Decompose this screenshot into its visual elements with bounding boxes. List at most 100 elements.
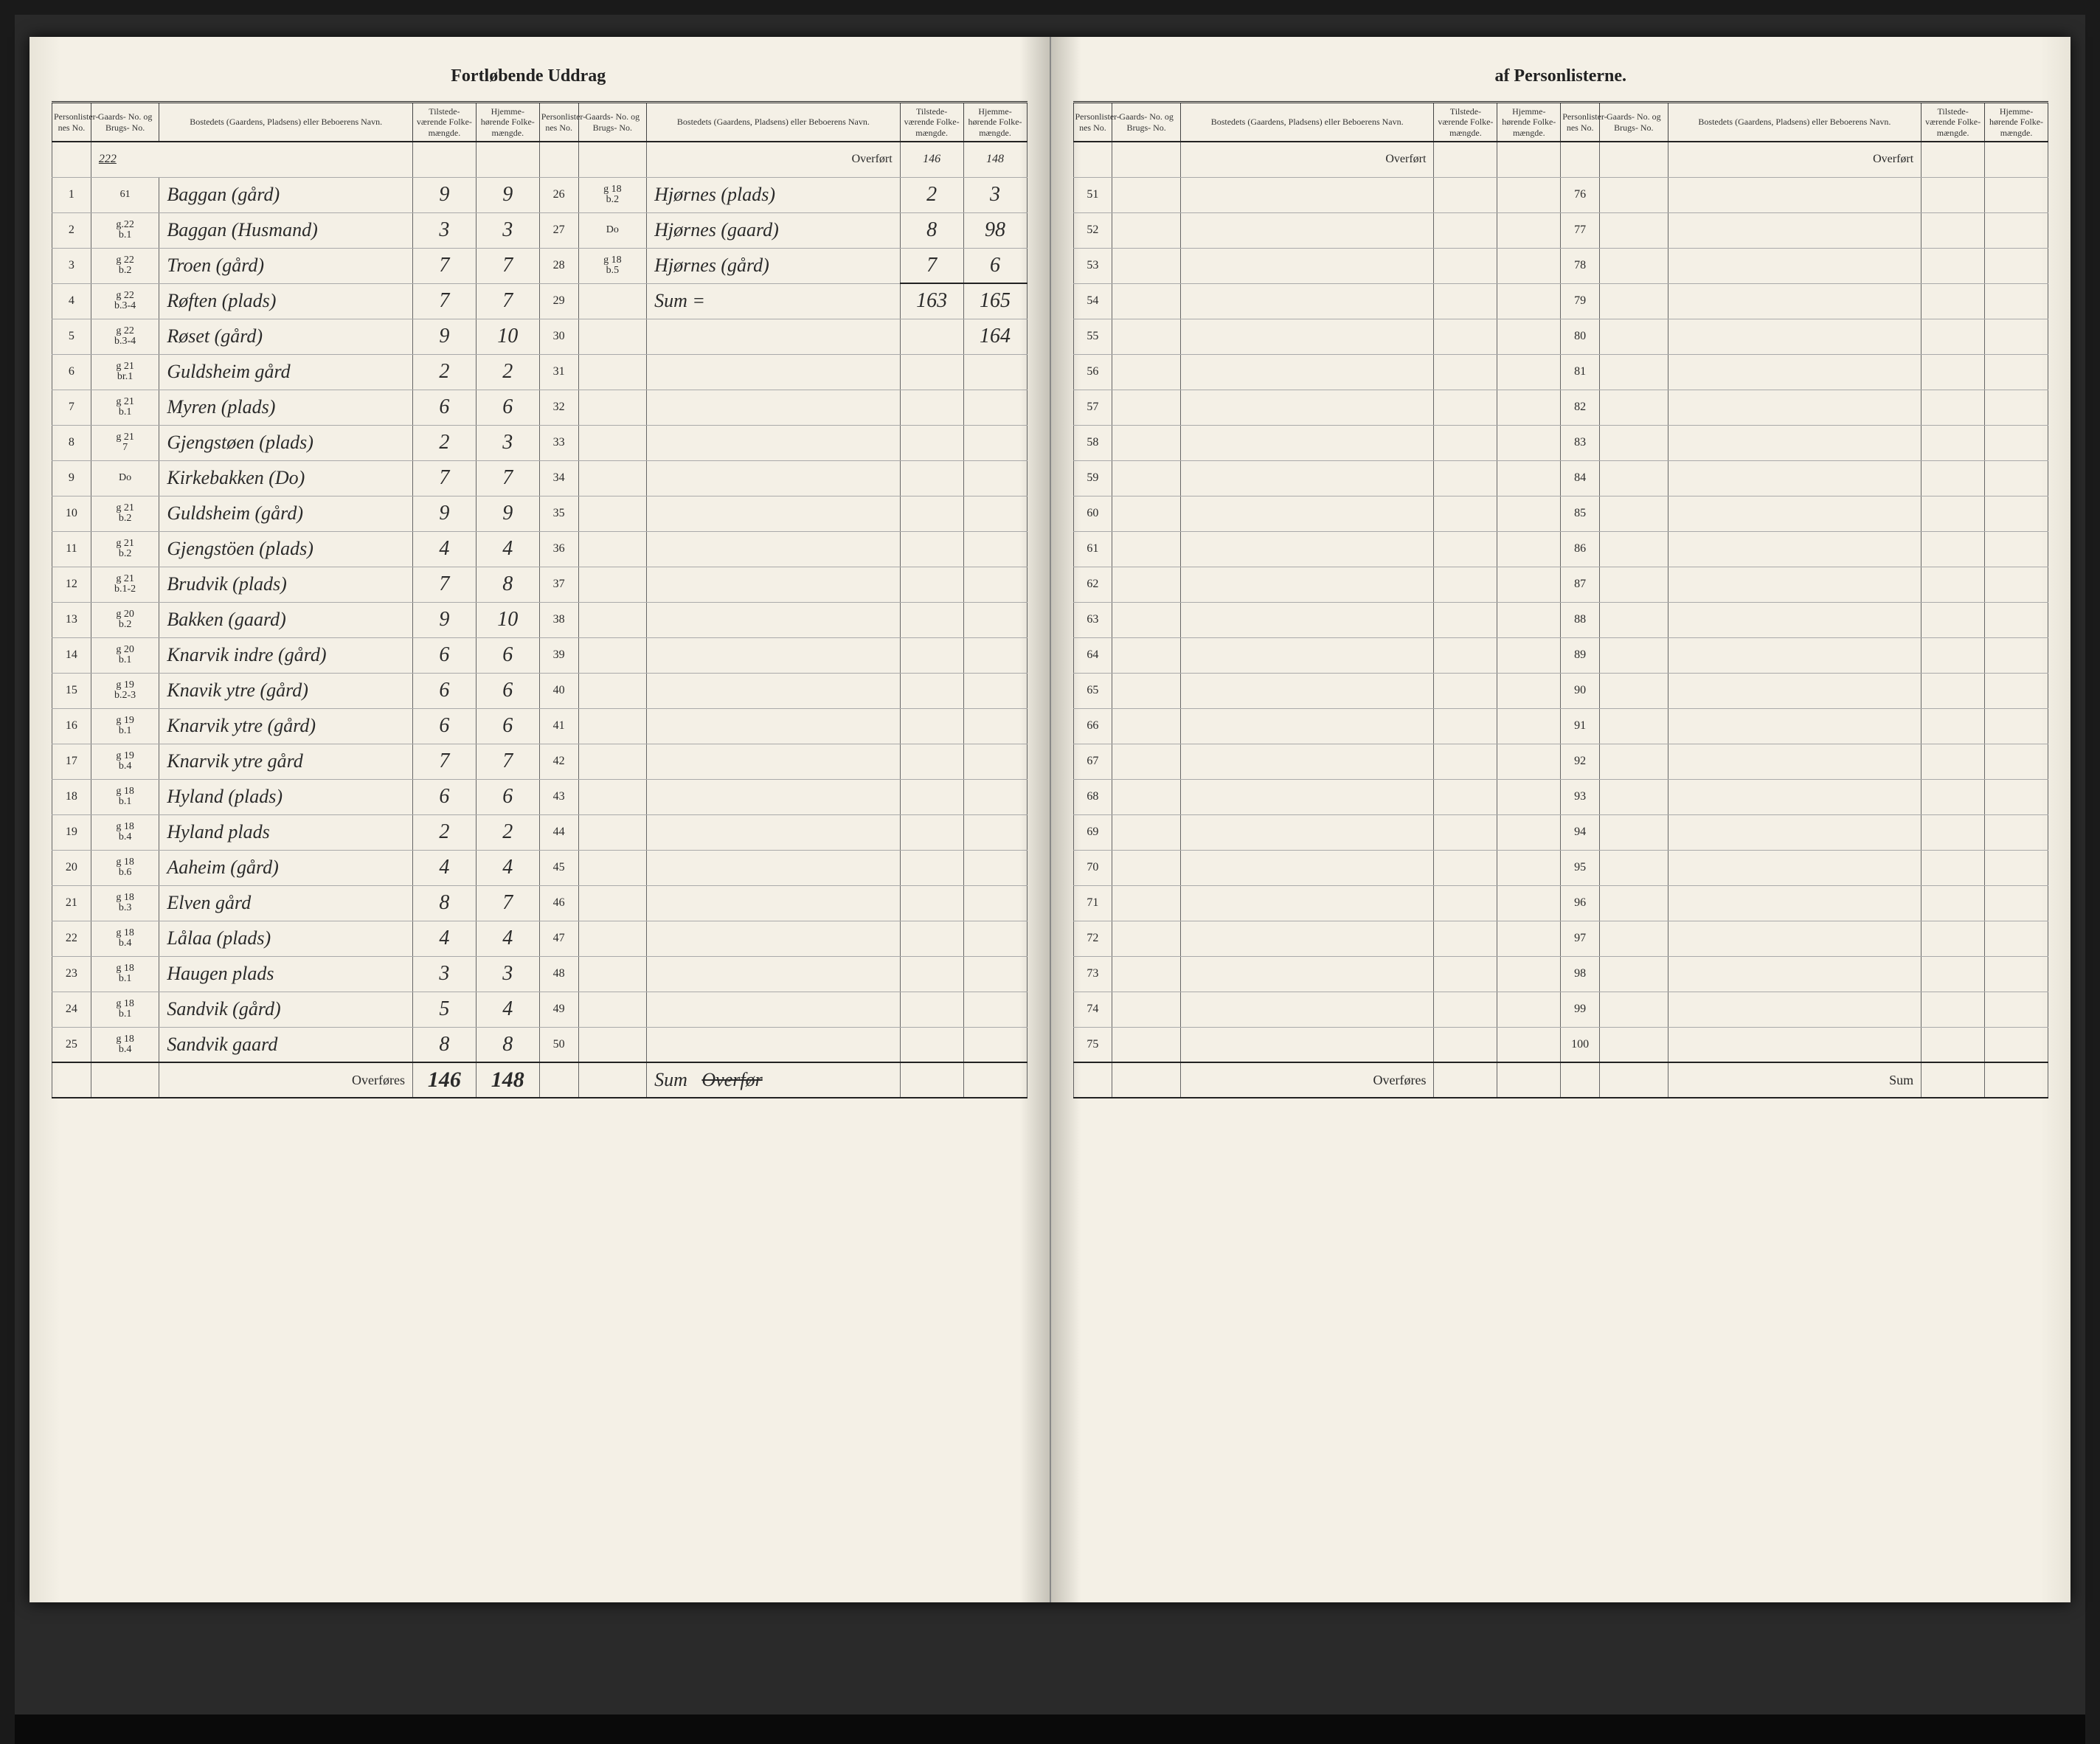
bosted-name: Lålaa (plads) bbox=[159, 921, 413, 956]
gaards-no: g 217 bbox=[91, 425, 159, 460]
row-number: 80 bbox=[1561, 319, 1600, 354]
row-number: 98 bbox=[1561, 956, 1600, 992]
table-row: 5681 bbox=[1073, 354, 2048, 390]
gaards-no: g 20b.1 bbox=[91, 637, 159, 673]
bosted-name: Knarvik indre (gård) bbox=[159, 637, 413, 673]
ledger-table-right: Personlister- nes No. Gaards- No. og Bru… bbox=[1073, 101, 2049, 1098]
table-row: 2g.22b.1Baggan (Husmand)3327DoHjørnes (g… bbox=[52, 212, 1028, 248]
tilstede-count: 2 bbox=[412, 425, 476, 460]
hjemme-count: 7 bbox=[476, 885, 539, 921]
row-number: 49 bbox=[539, 992, 578, 1027]
hdr-bosted: Bostedets (Gaardens, Pladsens) eller Beb… bbox=[1668, 103, 1921, 142]
hdr-personliste: Personlister- nes No. bbox=[1073, 103, 1112, 142]
gaards-no: 61 bbox=[91, 177, 159, 212]
hjemme-count: 7 bbox=[476, 283, 539, 319]
sum-tilstede: 163 bbox=[900, 283, 963, 319]
hjemme-count: 3 bbox=[476, 212, 539, 248]
bosted-name: Kirkebakken (Do) bbox=[159, 460, 413, 496]
table-row: 161Baggan (gård)9926g 18b.2Hjørnes (plad… bbox=[52, 177, 1028, 212]
gaards-no: g 20b.2 bbox=[91, 602, 159, 637]
row-number: 25 bbox=[52, 1027, 91, 1062]
row-number: 31 bbox=[539, 354, 578, 390]
title-left: Fortløbende Uddrag bbox=[451, 66, 606, 86]
bosted-name: Hjørnes (gård) bbox=[647, 248, 901, 283]
hjemme-count: 6 bbox=[476, 708, 539, 744]
row-number: 61 bbox=[1073, 531, 1112, 567]
hdr-tilstede: Tilstede- værende Folke- mængde. bbox=[900, 103, 963, 142]
overfort-label: Overført bbox=[647, 142, 901, 177]
page-title-right: af Personlisterne. bbox=[1073, 66, 2049, 86]
tilstede-count: 7 bbox=[412, 248, 476, 283]
table-row: 7297 bbox=[1073, 921, 2048, 956]
row-number: 96 bbox=[1561, 885, 1600, 921]
hjemme-count: 3 bbox=[476, 956, 539, 992]
tilstede-count: 7 bbox=[412, 744, 476, 779]
row-number: 12 bbox=[52, 567, 91, 602]
sum-label: Sum bbox=[1668, 1062, 1921, 1098]
left-page: Fortløbende Uddrag Personlister- nes No.… bbox=[30, 37, 1051, 1602]
hdr-hjemme: Hjemme- hørende Folke- mængde. bbox=[476, 103, 539, 142]
gaards-no: g 18b.2 bbox=[578, 177, 647, 212]
table-row: 6893 bbox=[1073, 779, 2048, 814]
table-row: 5277 bbox=[1073, 212, 2048, 248]
row-number: 5 bbox=[52, 319, 91, 354]
row-number: 35 bbox=[539, 496, 578, 531]
gaards-no: g 21b.2 bbox=[91, 531, 159, 567]
row-number: 4 bbox=[52, 283, 91, 319]
overfores-tilstede: 146 bbox=[412, 1062, 476, 1098]
table-row: 20g 18b.6Aaheim (gård)4445 bbox=[52, 850, 1028, 885]
gaards-no: g.22b.1 bbox=[91, 212, 159, 248]
table-row: 7g 21b.1Myren (plads)6632 bbox=[52, 390, 1028, 425]
row-number: 32 bbox=[539, 390, 578, 425]
bosted-name: Gjengstöen (plads) bbox=[159, 531, 413, 567]
hdr-personliste: Personlister- nes No. bbox=[539, 103, 578, 142]
table-row: 8g 217Gjengstøen (plads)2333 bbox=[52, 425, 1028, 460]
hdr-hjemme: Hjemme- hørende Folke- mængde. bbox=[1985, 103, 2048, 142]
table-row: 3g 22b.2Troen (gård)7728g 18b.5Hjørnes (… bbox=[52, 248, 1028, 283]
bosted-name: Røset (gård) bbox=[159, 319, 413, 354]
hdr-hjemme: Hjemme- hørende Folke- mængde. bbox=[963, 103, 1027, 142]
table-row: 6287 bbox=[1073, 567, 2048, 602]
table-header: Personlister- nes No. Gaards- No. og Bru… bbox=[1073, 103, 2048, 142]
hdr-gaards: Gaards- No. og Brugs- No. bbox=[91, 103, 159, 142]
gaards-no: g 19b.1 bbox=[91, 708, 159, 744]
table-row: 5984 bbox=[1073, 460, 2048, 496]
bosted-name: Myren (plads) bbox=[159, 390, 413, 425]
table-row: 18g 18b.1Hyland (plads)6643 bbox=[52, 779, 1028, 814]
overfores-hjemme: 148 bbox=[476, 1062, 539, 1098]
gaards-no: g 19b.4 bbox=[91, 744, 159, 779]
gaards-no: g 18b.4 bbox=[91, 814, 159, 850]
hjemme-count: 9 bbox=[476, 177, 539, 212]
table-row: 24g 18b.1Sandvik (gård)5449 bbox=[52, 992, 1028, 1027]
row-number: 93 bbox=[1561, 779, 1600, 814]
row-number: 57 bbox=[1073, 390, 1112, 425]
row-number: 3 bbox=[52, 248, 91, 283]
table-row: 4g 22b.3-4Røften (plads)7729Sum =163165 bbox=[52, 283, 1028, 319]
overfort-label: Overført bbox=[1668, 142, 1921, 177]
sum-label: Sum = bbox=[647, 283, 901, 319]
tilstede-count: 3 bbox=[412, 956, 476, 992]
hjemme-count: 3 bbox=[476, 425, 539, 460]
row-number: 70 bbox=[1073, 850, 1112, 885]
row-number: 65 bbox=[1073, 673, 1112, 708]
hjemme-count: 9 bbox=[476, 496, 539, 531]
hdr-bosted: Bostedets (Gaardens, Pladsens) eller Beb… bbox=[1180, 103, 1434, 142]
hjemme-count: 6 bbox=[476, 637, 539, 673]
gaards-no: g 21b.2 bbox=[91, 496, 159, 531]
row-number: 44 bbox=[539, 814, 578, 850]
row-number: 77 bbox=[1561, 212, 1600, 248]
row-number: 29 bbox=[539, 283, 578, 319]
row-number: 8 bbox=[52, 425, 91, 460]
hjemme-count: 3 bbox=[963, 177, 1027, 212]
row-number: 26 bbox=[539, 177, 578, 212]
row-number: 91 bbox=[1561, 708, 1600, 744]
table-row: 7196 bbox=[1073, 885, 2048, 921]
gaards-no: g 22b.3-4 bbox=[91, 283, 159, 319]
table-row: 23g 18b.1Haugen plads3348 bbox=[52, 956, 1028, 992]
tilstede-count: 8 bbox=[900, 212, 963, 248]
overfort-tilstede: 146 bbox=[900, 142, 963, 177]
bosted-name: Hyland plads bbox=[159, 814, 413, 850]
gaards-no: g 18b.3 bbox=[91, 885, 159, 921]
table-row: 5782 bbox=[1073, 390, 2048, 425]
hjemme-count: 6 bbox=[476, 779, 539, 814]
